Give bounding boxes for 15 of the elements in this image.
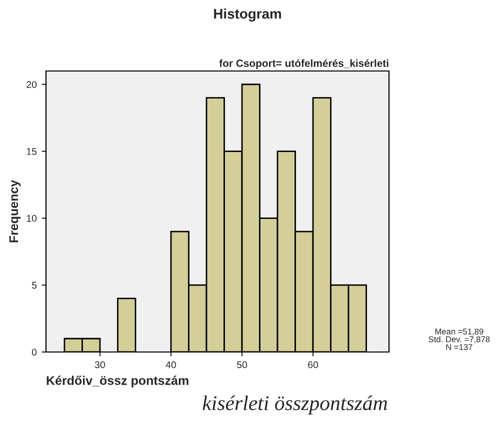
- text: kisérleti összpontszám: [202, 396, 388, 414]
- y-axis-title: Frequency: [9, 180, 21, 242]
- y-tick-label: 5: [32, 282, 37, 289]
- x-tick-label: 60: [308, 361, 318, 368]
- text: Mean =51,89 Std. Dev. =7,878 N =137: [428, 328, 490, 350]
- chart-title: Histogram: [214, 8, 281, 22]
- y-tick-label: 0: [32, 348, 37, 356]
- chart-subtitle: for Csoport= utófelmérés_kisérleti: [219, 59, 388, 69]
- y-tick-label: 20: [26, 81, 37, 88]
- x-tick-label: 30: [94, 361, 105, 368]
- y-tick-label: 10: [26, 214, 37, 222]
- y-tick-label: 15: [26, 148, 37, 155]
- x-axis-title: Kérdőiv_össz pontszám: [46, 376, 188, 388]
- x-tick-label: 40: [166, 361, 176, 368]
- x-tick-label: 50: [236, 361, 248, 368]
